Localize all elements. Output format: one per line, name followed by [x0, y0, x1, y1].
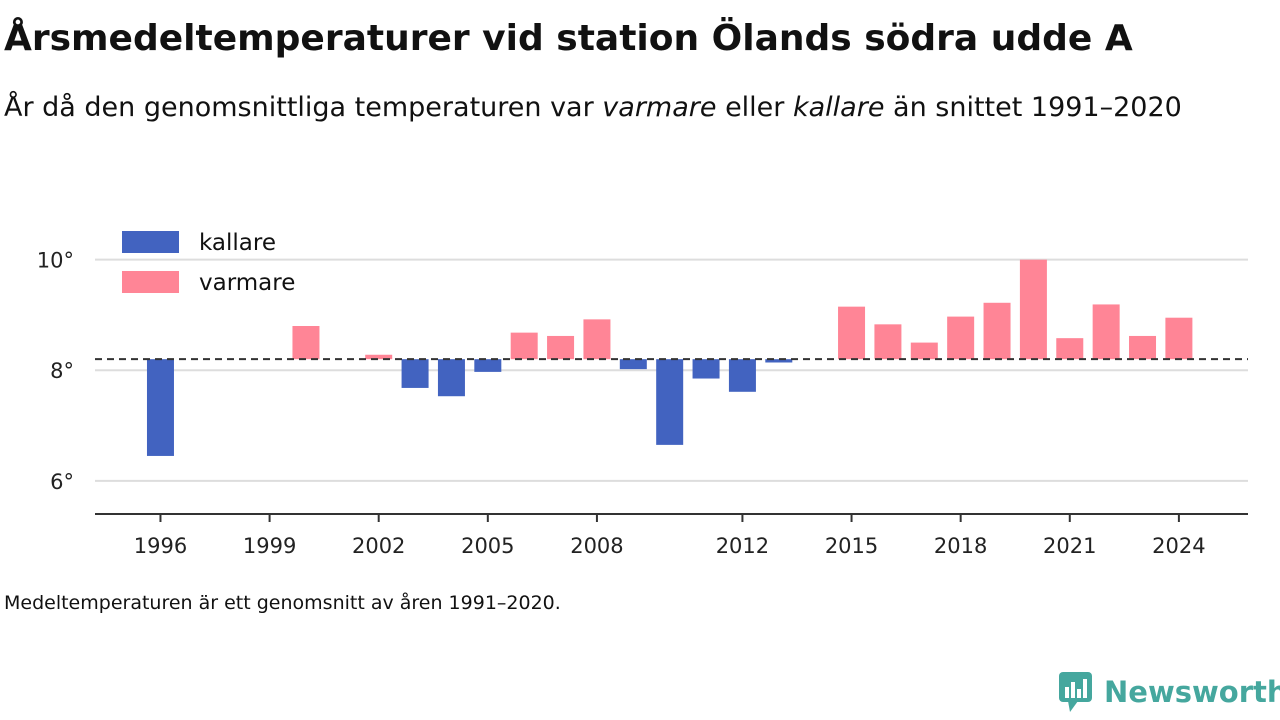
- bar-colder: [437, 359, 465, 397]
- bar-warmer: [910, 342, 938, 360]
- legend-swatch-kallare: [122, 231, 179, 253]
- legend-swatch-varmare: [122, 271, 179, 293]
- y-tick-label: 10°: [37, 249, 74, 273]
- chart-subtitle: År då den genomsnittliga temperaturen va…: [4, 86, 1244, 129]
- x-tick-label: 2021: [1043, 534, 1096, 558]
- bar-warmer: [947, 316, 975, 360]
- bar-warmer: [838, 306, 866, 360]
- x-tick-label: 2002: [352, 534, 405, 558]
- footnote: Medeltemperaturen är ett genomsnitt av å…: [4, 592, 561, 614]
- bar-warmer: [1056, 338, 1084, 360]
- bar-colder: [401, 359, 429, 388]
- x-tick-label: 2008: [570, 534, 623, 558]
- subtitle-part-1: År då den genomsnittliga temperaturen va…: [4, 92, 603, 123]
- brand-name: Newsworthy: [1104, 675, 1280, 709]
- y-tick-label: 6°: [50, 470, 74, 494]
- bar-warmer: [1092, 304, 1120, 360]
- axes: 6° 8° 10° 1996 1999 2002 2005 2008 2012 2015 2018 2…: [37, 249, 1248, 558]
- subtitle-part-3: än snittet 1991–2020: [884, 92, 1182, 123]
- bar-warmer: [292, 326, 320, 360]
- bar-colder: [656, 359, 684, 445]
- bar-colder: [619, 359, 647, 370]
- x-tick-label: 2012: [716, 534, 769, 558]
- x-tick-label: 2005: [461, 534, 514, 558]
- bar-colder: [728, 359, 756, 392]
- x-tick-label: 1999: [243, 534, 296, 558]
- chart-title: Årsmedeltemperaturer vid station Ölands …: [4, 18, 1133, 59]
- subtitle-warmer-word: varmare: [602, 92, 717, 123]
- bar-colder: [474, 359, 502, 372]
- x-tick-label: 2015: [825, 534, 878, 558]
- bar-warmer: [1165, 317, 1193, 360]
- bar-warmer: [583, 319, 611, 360]
- bar-colder: [146, 359, 174, 456]
- legend-label-kallare: kallare: [199, 230, 276, 256]
- bar-warmer: [510, 332, 538, 360]
- legend: kallare varmare: [122, 230, 295, 296]
- subtitle-part-2: eller: [716, 92, 793, 123]
- bar-colder: [692, 359, 720, 379]
- bar-warmer: [1129, 335, 1157, 360]
- x-tick-label: 1996: [134, 534, 187, 558]
- x-tick-label: 2024: [1152, 534, 1205, 558]
- brand-logo: Newsworthy: [1058, 670, 1280, 714]
- bar-colder: [765, 359, 793, 363]
- bar-warmer: [365, 354, 393, 360]
- legend-label-varmare: varmare: [199, 270, 295, 296]
- bar-warmer: [983, 302, 1011, 360]
- bar-warmer: [1019, 259, 1047, 360]
- x-tick-label: 2018: [934, 534, 987, 558]
- bar-warmer: [547, 335, 575, 360]
- subtitle-colder-word: kallare: [792, 92, 885, 123]
- newsworthy-logo-icon: [1059, 672, 1092, 712]
- bars: [146, 259, 1193, 456]
- bar-warmer: [874, 324, 902, 360]
- y-tick-label: 8°: [50, 359, 74, 383]
